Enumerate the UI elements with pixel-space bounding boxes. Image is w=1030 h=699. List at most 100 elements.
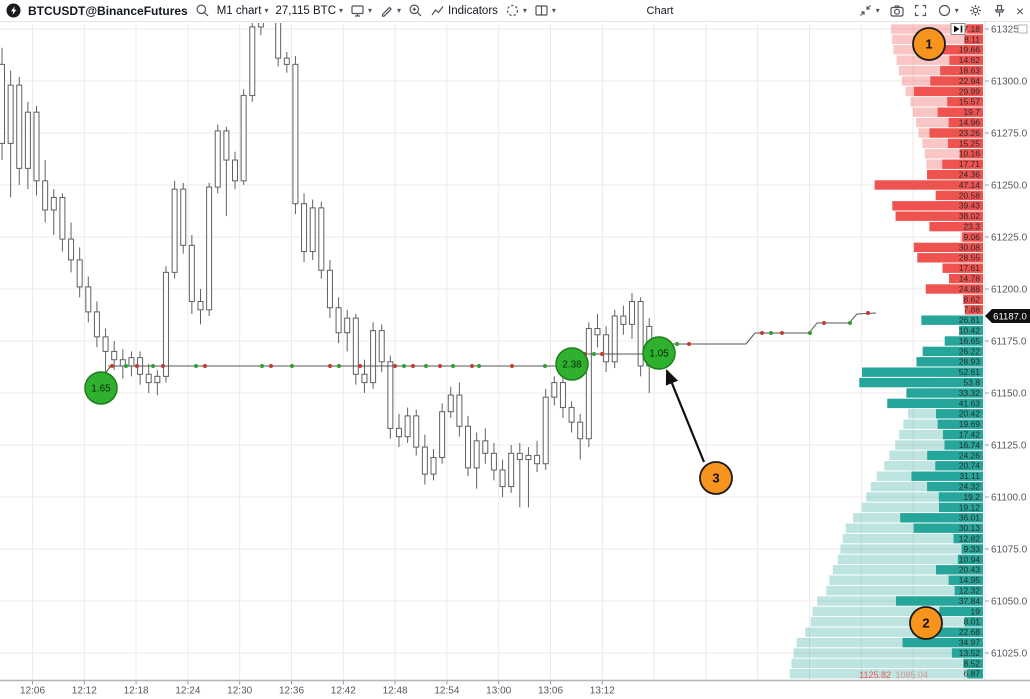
candle-body (111, 350, 118, 361)
trade-size-bubble[interactable] (642, 336, 676, 370)
buy-volume-value: 22.68 (959, 627, 981, 637)
price-tick-label: 61325.0 (991, 25, 1028, 36)
candle-body (93, 311, 100, 338)
sell-volume-value: 8.11 (964, 34, 980, 44)
buy-volume-bar (939, 606, 983, 617)
step-marker[interactable] (699, 461, 733, 495)
buy-volume-bar (902, 637, 983, 648)
symbol-button[interactable]: BTCUSDT@BinanceFutures (28, 4, 188, 18)
gear-icon[interactable] (968, 3, 983, 18)
pin-icon[interactable] (992, 3, 1007, 18)
candle-body (318, 207, 325, 271)
sell-volume-value: 7.88 (963, 305, 980, 315)
buy-volume-value: 34.97 (959, 638, 981, 648)
zoom-in-icon[interactable] (408, 3, 423, 18)
trade-size-bubble[interactable] (84, 371, 118, 405)
current-price-tag-label: 61187.0 (993, 312, 1027, 323)
axis-corner-icon[interactable] (1017, 24, 1028, 34)
buy-volume-bar (935, 461, 983, 471)
volume-button[interactable]: 27,115 BTC ▾ (275, 5, 343, 17)
app-logo-icon[interactable] (6, 3, 21, 18)
sell-volume-bar (940, 65, 983, 76)
price-axis[interactable] (985, 22, 1030, 681)
buy-volume-value: 30.13 (959, 523, 981, 533)
time-tick-label: 12:54 (434, 686, 459, 697)
sell-dot (161, 364, 165, 368)
profile-total-right: 1085.04 (895, 670, 928, 680)
sell-volume-value: 23.3 (963, 222, 980, 232)
sell-volume-bar (930, 76, 983, 86)
step-marker-label: 3 (712, 471, 719, 486)
buy-volume-value: 20.43 (959, 565, 981, 575)
time-axis[interactable] (0, 681, 1030, 699)
close-icon[interactable]: × (1015, 2, 1024, 19)
sell-volume-value: 30.08 (959, 242, 981, 252)
time-tick-label: 12:48 (383, 686, 408, 697)
buy-volume-value: 20.42 (959, 409, 981, 419)
sell-volume-value: 20.58 (959, 190, 981, 200)
candle-body (232, 159, 239, 182)
buy-volume-bar (930, 627, 983, 637)
candle-body (534, 454, 541, 465)
indicators-button[interactable]: Indicators (430, 3, 498, 18)
trade-size-bubble[interactable] (555, 347, 589, 381)
collapse-pane-button[interactable]: ▾ (858, 3, 880, 18)
profile-total-left: 1125.82 (859, 670, 891, 680)
price-tick-label: 61150.0 (991, 389, 1027, 400)
sell-volume-value: 14.78 (959, 274, 981, 284)
price-tick-label: 61050.0 (991, 597, 1028, 608)
step-marker[interactable] (909, 606, 943, 640)
candle-body (42, 180, 49, 211)
fullscreen-icon[interactable] (913, 3, 928, 18)
collapse-arrows-icon (858, 3, 873, 18)
search-icon[interactable] (195, 3, 210, 18)
buy-volume-value: 13.52 (959, 648, 981, 658)
sell-volume-bar (926, 169, 983, 180)
buy-cumulative-bar (812, 606, 983, 617)
buy-cumulative-bar (861, 502, 983, 513)
buy-volume-value: 41.63 (959, 398, 981, 408)
buy-volume-value: 31.11 (959, 471, 980, 481)
layout-button[interactable]: ▾ (534, 3, 556, 18)
buy-cumulative-bar (840, 544, 983, 554)
circle-menu-button[interactable]: ▾ (937, 3, 959, 18)
sell-volume-value: 19.66 (959, 45, 981, 55)
sell-volume-bar (914, 86, 983, 97)
candle-body (465, 425, 472, 469)
dashed-circle-icon (505, 3, 520, 18)
candle-body (603, 334, 610, 363)
camera-icon[interactable] (889, 3, 904, 18)
sell-dot (866, 311, 870, 315)
buy-volume-bar (942, 429, 983, 440)
candle-body (516, 452, 523, 461)
candle-body (413, 415, 420, 448)
annotation-arrow[interactable] (665, 368, 706, 463)
sell-volume-value: 15.25 (959, 138, 981, 148)
price-tick-label: 61100.0 (991, 493, 1027, 504)
interval-button[interactable]: M1 chart ▾ (217, 5, 269, 17)
sell-cumulative-bar (910, 97, 983, 107)
buy-dot (151, 364, 155, 368)
sell-dot (510, 364, 514, 368)
sell-volume-bar (948, 117, 983, 128)
alert-button[interactable]: ▾ (505, 3, 527, 18)
candle-body (577, 421, 584, 440)
time-tick-label: 12:18 (124, 686, 149, 697)
buy-volume-bar (963, 658, 983, 669)
sell-dot (135, 364, 139, 368)
step-marker[interactable] (912, 27, 946, 61)
buy-volume-value: 52.61 (959, 367, 981, 377)
sell-volume-value: 9.06 (963, 232, 980, 242)
buy-dot (337, 364, 341, 368)
candle-body (301, 203, 308, 253)
chevron-down-icon: ▾ (875, 5, 880, 15)
buy-cumulative-bar (796, 637, 983, 648)
chart-style-button[interactable]: ▾ (350, 3, 372, 18)
trade-path-line (108, 312, 877, 367)
sell-dot (438, 364, 442, 368)
candle-body (456, 394, 463, 427)
draw-tool-button[interactable]: ▾ (379, 3, 401, 18)
buy-volume-bar (967, 669, 983, 679)
sell-volume-bar (925, 284, 983, 294)
